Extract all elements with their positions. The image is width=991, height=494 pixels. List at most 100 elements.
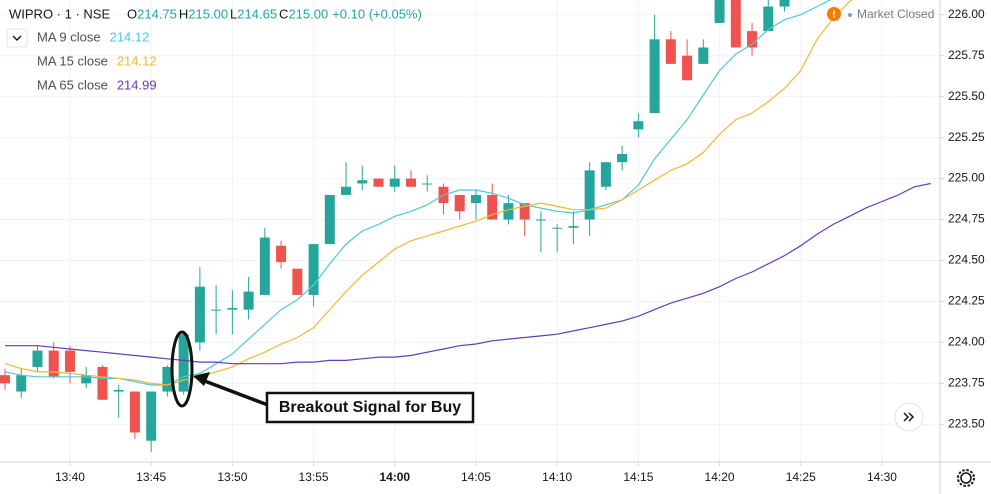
legend-name: MA 65 close xyxy=(37,77,108,92)
candle-body xyxy=(470,194,481,204)
legend-value: 214.99 xyxy=(117,77,157,92)
candle-body xyxy=(146,391,157,441)
ma-line xyxy=(5,182,931,365)
status-text: Market Closed xyxy=(857,7,934,21)
x-tick-label: 14:15 xyxy=(623,470,653,484)
ohlc-value: 214.75 xyxy=(137,6,177,21)
warning-icon xyxy=(827,7,841,21)
candle-body xyxy=(406,178,416,187)
legend-value: 214.12 xyxy=(110,29,150,44)
candle-body xyxy=(568,226,579,228)
ohlc-key: L xyxy=(230,6,237,21)
ohlc: O 214.75 H 215.00 L 214.65 C 215.00 +0.10 (+0.05… xyxy=(127,6,422,21)
x-tick-label: 14:10 xyxy=(542,470,572,484)
y-tick-label: 224.00 xyxy=(948,335,985,349)
x-tick-label: 13:40 xyxy=(55,470,85,484)
candle-body xyxy=(129,391,140,433)
candle-body xyxy=(373,178,384,187)
ma-line xyxy=(4,0,853,386)
axes: 223.50 223.75 224.00 224.25 224.50 224.75 225.… xyxy=(55,7,985,484)
plot-area xyxy=(0,0,931,453)
header: WIPRO · 1 · NSE O 214.75 H 215.00 L 214.65 C 21… xyxy=(6,6,422,92)
candle-body xyxy=(48,350,59,377)
candle-body xyxy=(487,194,498,220)
x-tick-label: 14:25 xyxy=(786,470,816,484)
candle-body xyxy=(633,121,644,130)
highlight-ellipse xyxy=(170,330,194,408)
y-tick-label: 225.50 xyxy=(948,89,985,103)
ohlc-value: 215.00 xyxy=(188,6,228,21)
gear-icon[interactable] xyxy=(960,472,972,484)
legend-value: 214.12 xyxy=(117,53,157,68)
settings-button[interactable] xyxy=(957,469,975,487)
candle-body xyxy=(308,244,319,295)
scroll-button[interactable] xyxy=(894,402,924,432)
ohlc-key: O xyxy=(127,6,137,21)
annotation-text: Breakout Signal for Buy xyxy=(279,399,461,416)
candle-body xyxy=(682,55,693,81)
symbol: WIPRO · 1 · NSE xyxy=(9,6,110,21)
x-tick-label: 13:50 xyxy=(217,470,247,484)
y-tick-label: 225.25 xyxy=(948,130,985,144)
candle-body xyxy=(16,375,27,392)
candle-body xyxy=(584,170,595,220)
x-tick-label: 13:55 xyxy=(299,470,329,484)
ohlc-key: H xyxy=(179,6,188,21)
y-tick-label: 225.75 xyxy=(948,48,985,62)
ohlc-key: C xyxy=(279,6,288,21)
candle-body xyxy=(519,203,530,220)
status-dot xyxy=(848,13,852,17)
candle-body xyxy=(649,39,660,114)
y-tick-label: 226.00 xyxy=(948,7,985,21)
candle-body xyxy=(97,366,108,400)
ohlc-value: 214.65 xyxy=(237,6,277,21)
candle-body xyxy=(276,245,287,263)
candle-body xyxy=(714,0,725,23)
candle-body xyxy=(503,203,514,220)
candle-body xyxy=(617,154,628,163)
candle-body xyxy=(600,162,611,187)
candle-body xyxy=(32,350,43,367)
candle-body xyxy=(243,291,254,310)
candle-body xyxy=(211,309,222,311)
candle-body xyxy=(113,389,124,392)
candle-body xyxy=(747,31,758,48)
candle-body xyxy=(178,334,189,392)
y-tick-label: 224.25 xyxy=(948,294,985,308)
collapse-button[interactable] xyxy=(6,28,28,48)
candle-body xyxy=(779,0,790,7)
candle-body xyxy=(259,237,270,295)
y-tick-label: 223.50 xyxy=(948,416,985,430)
legend-name: MA 15 close xyxy=(37,53,108,68)
x-tick-label: 14:30 xyxy=(867,470,897,484)
legend-name: MA 9 close xyxy=(37,29,101,44)
arrow-head xyxy=(193,372,210,386)
candle-body xyxy=(389,178,400,187)
annotation: Breakout Signal for Buy xyxy=(170,330,475,424)
candle-body xyxy=(292,268,303,295)
candle-body xyxy=(552,227,563,229)
y-tick-label: 225.00 xyxy=(948,171,985,185)
ma-line xyxy=(4,0,832,386)
gear-teeth xyxy=(957,469,975,487)
candle-body xyxy=(454,194,465,212)
candle-body xyxy=(357,180,368,184)
candle-body xyxy=(422,183,433,185)
candle-body xyxy=(194,286,205,343)
candle-body xyxy=(324,194,335,245)
candle-body xyxy=(81,375,92,384)
double-chevron-icon xyxy=(903,412,915,422)
candle-body xyxy=(763,6,774,32)
chevron-icon xyxy=(12,35,22,41)
candle-body xyxy=(665,39,676,64)
ohlc-value: 215.00 xyxy=(288,6,328,21)
y-tick-label: 224.75 xyxy=(948,212,985,226)
candle-body xyxy=(162,366,173,392)
y-tick-label: 223.75 xyxy=(948,376,985,390)
candle-body xyxy=(64,350,75,372)
x-tick-label: 14:20 xyxy=(705,470,735,484)
candle-body xyxy=(698,47,709,64)
candle-body xyxy=(730,0,741,48)
